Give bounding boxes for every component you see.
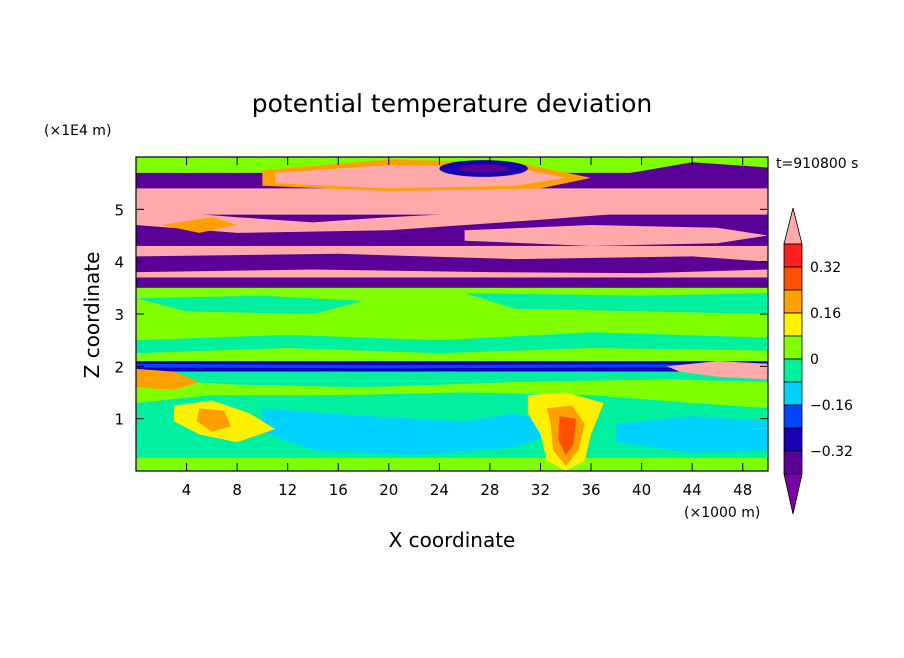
chart-title: potential temperature deviation bbox=[252, 89, 652, 118]
contour-region-orange-corner bbox=[136, 368, 200, 390]
y-unit-label: (×1E4 m) bbox=[44, 123, 111, 139]
contour-region-orange-left bbox=[196, 408, 231, 432]
colorbar-segment bbox=[783, 243, 803, 268]
x-tick-label: 16 bbox=[329, 481, 348, 499]
colorbar-segment bbox=[783, 335, 803, 360]
colorbar-segment bbox=[783, 404, 803, 429]
y-tick-label: 2 bbox=[114, 358, 124, 376]
colorbar-segment bbox=[783, 312, 803, 337]
x-tick-label: 36 bbox=[581, 481, 600, 499]
contour-region-teal-upper bbox=[464, 293, 768, 314]
colorbar-segment bbox=[783, 427, 803, 452]
colorbar-segment bbox=[783, 450, 803, 475]
colorbar: 0.32 0.16 0 −0.16 −0.32 bbox=[783, 207, 853, 515]
contour-region-green-bottom bbox=[136, 457, 768, 471]
y-tick-label: 4 bbox=[114, 254, 124, 272]
contour-region-pink-wave bbox=[136, 209, 642, 233]
x-unit-label: (×1000 m) bbox=[684, 505, 760, 521]
contour-region-cyan-right bbox=[616, 416, 768, 453]
y-tick-label: 1 bbox=[114, 411, 124, 429]
contour-region-orange-upper bbox=[161, 217, 238, 233]
x-tick-label: 28 bbox=[480, 481, 499, 499]
y-tick-label: 3 bbox=[114, 306, 124, 324]
colorbar-extend-upper bbox=[783, 207, 803, 245]
colorbar-segment bbox=[783, 289, 803, 314]
colorbar-tick-label: 0.16 bbox=[810, 306, 841, 322]
colorbar-extend-lower bbox=[783, 473, 803, 515]
colorbar-tick-label: 0.32 bbox=[810, 260, 841, 276]
x-axis-ticks: 4 8 12 16 20 24 28 32 36 40 44 48 bbox=[182, 157, 752, 499]
colorbar-tick-label: 0 bbox=[810, 352, 819, 368]
y-tick-label: 5 bbox=[114, 201, 124, 219]
y-axis-title: Z coordinate bbox=[80, 252, 104, 379]
contour-region-cyan-low bbox=[262, 408, 566, 456]
colorbar-segment bbox=[783, 358, 803, 383]
x-axis-title: X coordinate bbox=[389, 528, 516, 552]
contour-band-3 bbox=[136, 277, 768, 288]
contour-region-violet-thin bbox=[136, 253, 768, 274]
contour-region-teal-mid bbox=[136, 332, 768, 354]
contour-region-red-mid bbox=[558, 416, 576, 456]
x-tick-label: 8 bbox=[232, 481, 242, 499]
contour-region-green-top-left bbox=[136, 159, 263, 173]
colorbar-tick-label: −0.16 bbox=[810, 398, 853, 414]
x-tick-label: 12 bbox=[278, 481, 297, 499]
x-tick-label: 32 bbox=[531, 481, 550, 499]
contour-region-green-low bbox=[136, 379, 768, 409]
contour-region-violet-top bbox=[458, 164, 509, 173]
contour-band-6 bbox=[136, 188, 768, 215]
colorbar-tick-label: −0.32 bbox=[810, 444, 853, 460]
x-tick-label: 44 bbox=[683, 481, 702, 499]
x-tick-label: 20 bbox=[379, 481, 398, 499]
contour-streak-blue bbox=[136, 363, 768, 369]
contour-region-teal-upper-left bbox=[136, 295, 364, 314]
time-label: t=910800 s bbox=[776, 156, 858, 172]
contour-region-pink-upper bbox=[464, 225, 768, 246]
contour-fill-layer bbox=[136, 159, 768, 471]
x-tick-label: 48 bbox=[733, 481, 752, 499]
x-tick-label: 24 bbox=[430, 481, 449, 499]
x-tick-label: 4 bbox=[182, 481, 192, 499]
contour-region-pink-right bbox=[666, 361, 768, 380]
contour-region-violet-top-right bbox=[616, 162, 768, 186]
colorbar-segment bbox=[783, 266, 803, 291]
y-axis-ticks: 1 2 3 4 5 bbox=[114, 201, 768, 429]
x-tick-label: 40 bbox=[632, 481, 651, 499]
colorbar-segment bbox=[783, 381, 803, 406]
